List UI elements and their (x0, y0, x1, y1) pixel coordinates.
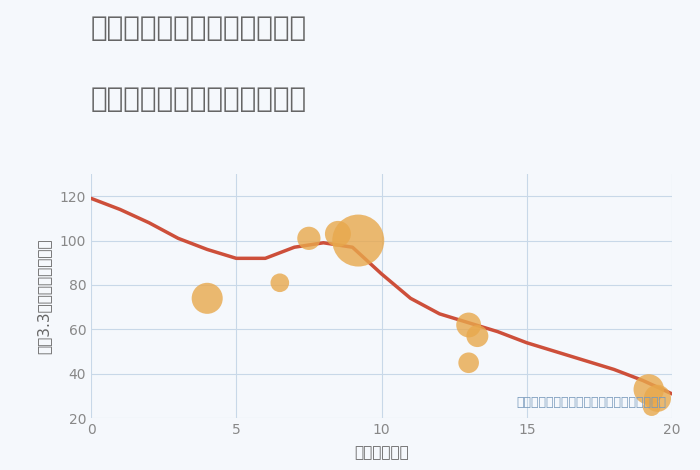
Point (353, 237, 364, 244)
Point (646, 403, 657, 411)
Point (202, 295, 213, 302)
Text: 駅距離別中古マンション価格: 駅距離別中古マンション価格 (91, 85, 307, 113)
Point (652, 394, 663, 402)
Point (332, 230, 344, 238)
Y-axis label: 坪（3.3㎡）単価（万円）: 坪（3.3㎡）単価（万円） (36, 238, 51, 354)
Text: 奈良県生駒郡斑鳩町稲葉西の: 奈良県生駒郡斑鳩町稲葉西の (91, 14, 307, 42)
Point (463, 359, 475, 367)
Point (303, 235, 314, 242)
Point (274, 279, 286, 287)
Text: 円の大きさは、取引のあった物件面積を示す: 円の大きさは、取引のあった物件面積を示す (516, 396, 666, 408)
Point (463, 321, 475, 329)
Point (472, 332, 483, 340)
Point (643, 386, 655, 393)
X-axis label: 駅距離（分）: 駅距離（分） (354, 446, 409, 461)
